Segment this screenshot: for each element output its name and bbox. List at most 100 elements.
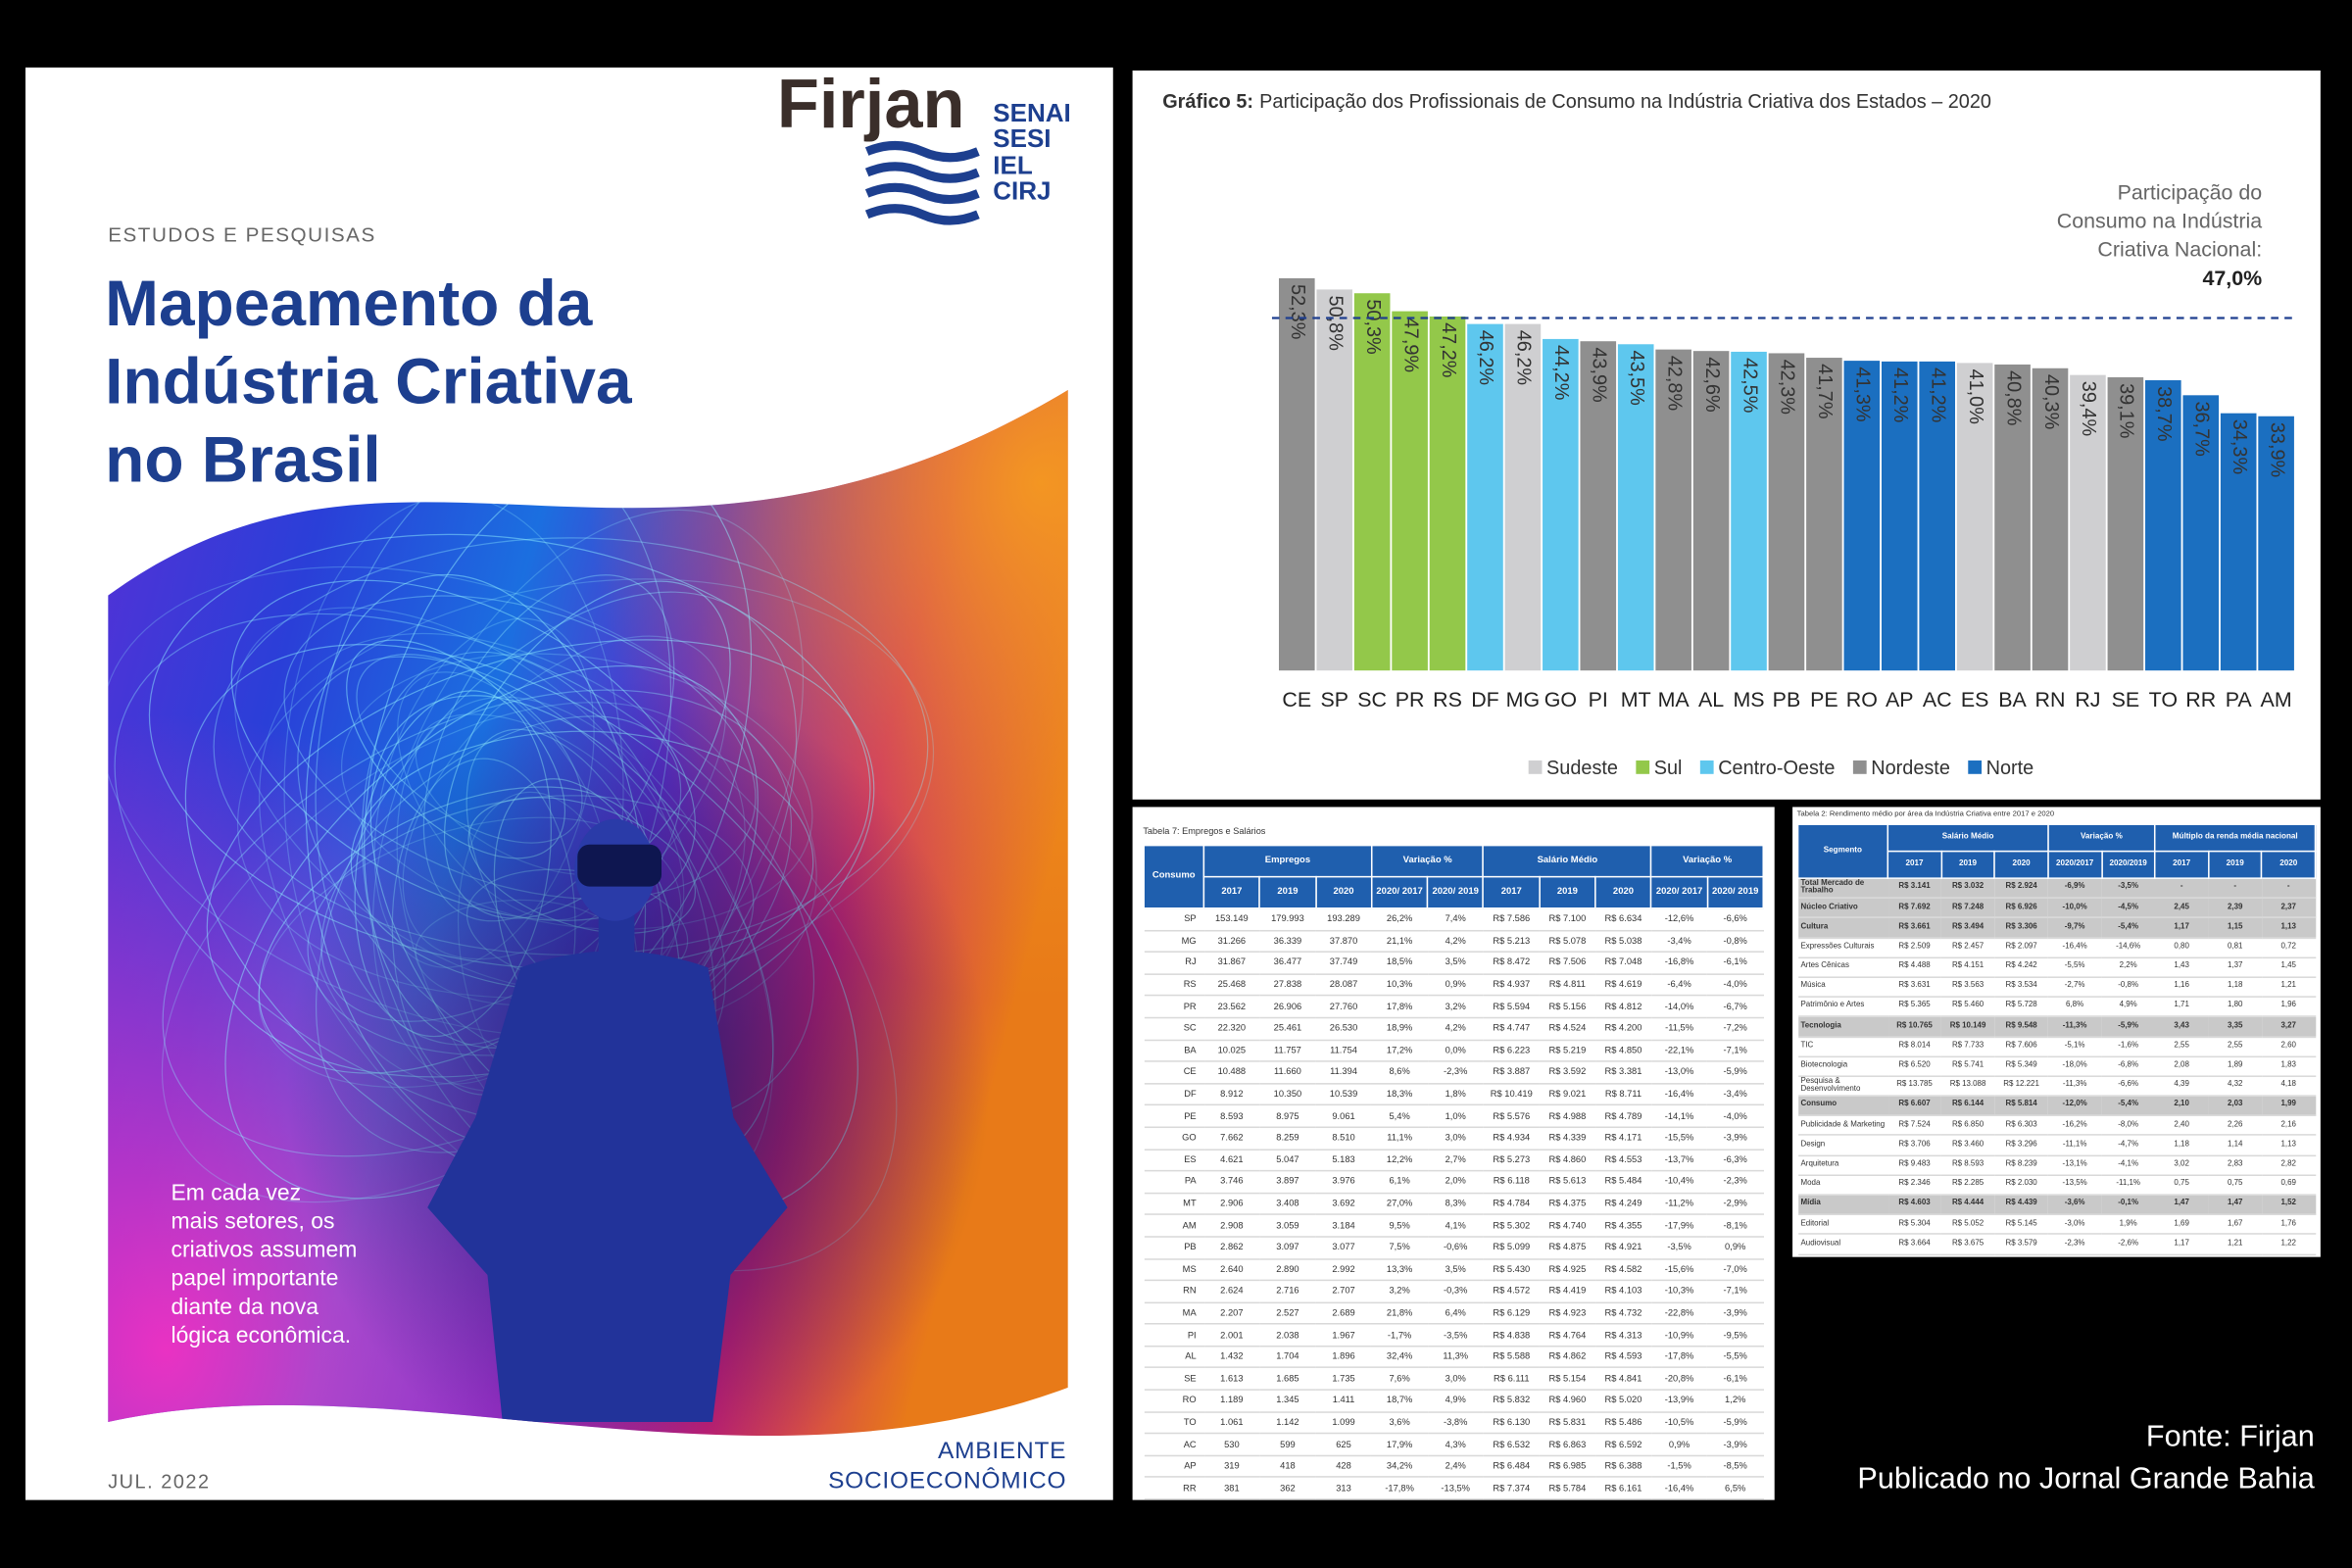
x-tick-label: AL (1698, 688, 1724, 711)
table-cell: 4,18 (2261, 1076, 2316, 1097)
table-cell: R$ 6.111 (1483, 1367, 1540, 1391)
table-cell: 12,2% (1371, 1149, 1428, 1172)
table-cell: Brasil (1144, 1498, 1204, 1500)
income-table: Segmento Salário Médio Variação % Múltiplo … (1796, 823, 2317, 1255)
table-cell: 21,8% (1371, 1301, 1428, 1325)
table-cell: - (2154, 878, 2209, 900)
table-cell: -4,0% (1707, 1104, 1764, 1128)
bar-value-label: 39,4% (2078, 381, 2099, 436)
table-cell: 3,5% (1427, 952, 1484, 975)
table-row: Expressões Culturais R$ 2.509 R$ 2.457 R$ 2… (1797, 937, 2316, 958)
cover-artwork (108, 389, 1068, 1436)
table-cell: R$ 10.765 (1887, 1016, 1941, 1038)
table-cell: 1,80 (2208, 997, 2262, 1018)
table-cell: R$ 4.875 (1539, 1236, 1595, 1259)
table-cell: -12,6% (1651, 907, 1708, 931)
chart-title-text: Participação dos Profissionais de Consum… (1259, 91, 1991, 113)
table-cell: R$ 7.586 (1483, 907, 1540, 931)
bar-value-label: 38,7% (2153, 386, 2175, 441)
table-cell: R$ 4.921 (1594, 1236, 1652, 1259)
table-cell: -7,0% (1707, 1258, 1764, 1282)
series-label: ESTUDOS E PESQUISAS (108, 223, 376, 246)
logo-wave (864, 140, 980, 163)
table-cell: Música (1797, 977, 1888, 999)
table-cell: 366.352 (1203, 1498, 1260, 1500)
table-cell: -1,6% (2101, 1036, 2155, 1057)
table-cell: 2,16 (2261, 1115, 2316, 1137)
table-cell: -5,4% (2101, 917, 2155, 939)
table-cell: R$ 5.020 (1594, 1390, 1652, 1413)
table-cell: 1,69 (2154, 1214, 2209, 1236)
table-cell: 428 (1315, 1455, 1372, 1479)
table-cell: Mídia (1797, 1195, 1888, 1216)
table-cell: R$ 4.524 (1539, 1017, 1595, 1041)
table-cell: 37.749 (1315, 952, 1372, 975)
table-cell: -9,7% (2047, 917, 2102, 939)
table-cell: -2,3% (1707, 1170, 1764, 1194)
table-cell: 1,52 (2261, 1195, 2316, 1216)
table-cell: R$ 4.439 (1994, 1195, 2048, 1216)
table-cell: -3,9% (1707, 1301, 1764, 1325)
header-cell: 2019 (2207, 850, 2263, 879)
header-group: Salário Médio (1482, 844, 1652, 878)
table-cell: 1,17 (2154, 1234, 2209, 1255)
table-cell: 2,55 (2154, 1036, 2209, 1057)
table-cell: 1,71 (2154, 997, 2209, 1018)
table-cell: 1.099 (1315, 1411, 1372, 1435)
publisher-note: Publicado no Jornal Grande Bahia (1857, 1462, 2315, 1496)
logo-unit: SENAI (993, 98, 1071, 127)
table-row: Biotecnologia R$ 6.520 R$ 5.741 R$ 5.349 -18… (1797, 1055, 2316, 1077)
table-body: Total Mercado de Trabalho R$ 3.141 R$ 3.03… (1797, 878, 2316, 1255)
table-cell: 8,6% (1371, 1061, 1428, 1085)
table-cell: 1,16 (2154, 977, 2209, 999)
bar (1655, 349, 1691, 671)
table-cell: 3,0% (1427, 1127, 1484, 1151)
x-tick-label: TO (2149, 688, 2178, 711)
table-row: PE 8.593 8.975 9.061 5,4% 1,0% R$ 5.576 R$ 4.98… (1144, 1104, 1764, 1128)
table-row: Pesquisa & Desenvolvimento R$ 13.785 R$ 13… (1797, 1076, 2316, 1097)
table-cell: -6,6% (1707, 907, 1764, 931)
table-cell: 530 (1203, 1433, 1260, 1456)
table-cell: RN (1144, 1280, 1204, 1303)
table-cell: R$ 9.021 (1539, 1083, 1595, 1106)
table-cell: 4,9% (2101, 997, 2155, 1018)
table-cell: R$ 4.488 (1887, 956, 1941, 978)
table-cell: 9.061 (1315, 1104, 1372, 1128)
cover-title: Mapeamento da (105, 267, 594, 339)
table-row: Editorial R$ 5.304 R$ 5.052 R$ 5.145 -3,0% 1,… (1797, 1214, 2316, 1236)
bar (2032, 368, 2069, 671)
table-cell: 2.862 (1203, 1236, 1260, 1259)
header-group: Variação % (1650, 844, 1764, 878)
table-row: BA 10.025 11.757 11.754 17,2% 0,0% R$ 6.223 R$ … (1144, 1039, 1764, 1062)
table-row: Mídia R$ 4.603 R$ 4.444 R$ 4.439 -3,6% -0,1% 1… (1797, 1195, 2316, 1216)
table-cell: 11.394 (1315, 1061, 1372, 1085)
table-cell: 2,45 (2154, 898, 2209, 919)
bar-value-label: 33,9% (2266, 422, 2287, 477)
bar (1617, 344, 1654, 671)
table-cell: R$ 6.985 (1539, 1455, 1595, 1479)
table-cell: R$ 5.741 (1940, 1055, 1995, 1077)
header-group: Variação % (1370, 844, 1485, 878)
table-cell: 1,47 (2154, 1195, 2209, 1216)
table-cell: MG (1144, 930, 1204, 954)
table-cell: R$ 8.593 (1940, 1154, 1995, 1176)
table-cell: -8,0% (2101, 1115, 2155, 1137)
cover-category: SOCIOECONÔMICO (828, 1466, 1066, 1494)
table-row: PB 2.862 3.097 3.077 7,5% -0,6% R$ 5.099 R$ 4.8… (1144, 1236, 1764, 1259)
table-cell: 7,4% (1427, 907, 1484, 931)
table-cell: R$ 4.934 (1483, 1127, 1540, 1151)
table-cell: 1,37 (2208, 956, 2262, 978)
table-cell: R$ 6.607 (1483, 1498, 1540, 1500)
table-cell: -15,5% (1651, 1127, 1708, 1151)
x-tick-label: RO (1846, 688, 1878, 711)
table-cell: MA (1144, 1301, 1204, 1325)
table-cell: R$ 5.594 (1483, 996, 1540, 1019)
table-cell: 4,1% (1427, 1214, 1484, 1238)
table-cell: RJ (1144, 952, 1204, 975)
table-cell: 3,27 (2261, 1016, 2316, 1038)
bar-value-label: 41,0% (1965, 369, 1986, 424)
table-cell: ES (1144, 1149, 1204, 1172)
tagline: criativos assumem (171, 1237, 357, 1262)
table-cell: 1,17 (2154, 917, 2209, 939)
table-row: PI 2.001 2.038 1.967 -1,7% -3,5% R$ 4.838 R$ 4.… (1144, 1324, 1764, 1348)
